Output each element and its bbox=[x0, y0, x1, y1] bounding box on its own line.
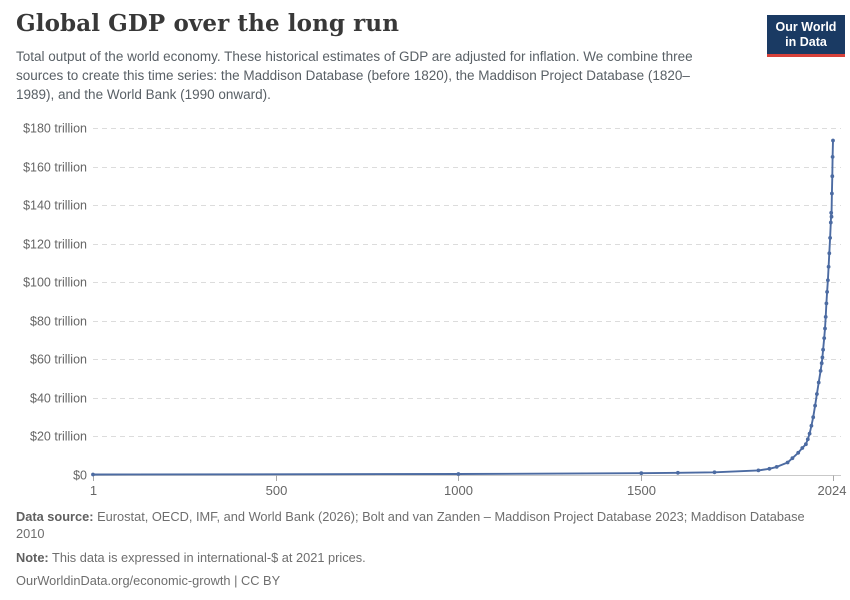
chart-footer: Data source: Eurostat, OECD, IMF, and Wo… bbox=[16, 508, 824, 590]
data-point bbox=[830, 155, 835, 159]
y-axis-label: $160 trillion bbox=[23, 161, 87, 175]
footer-source-text: Eurostat, OECD, IMF, and World Bank (202… bbox=[16, 509, 805, 542]
data-point bbox=[91, 472, 95, 477]
footer-source-label: Data source: bbox=[16, 509, 94, 524]
y-axis-label: $40 trillion bbox=[30, 392, 87, 406]
footer-note-label: Note: bbox=[16, 549, 49, 565]
data-point bbox=[829, 210, 834, 215]
data-point bbox=[676, 470, 680, 475]
data-point bbox=[816, 380, 821, 385]
data-point bbox=[830, 174, 835, 179]
data-point bbox=[824, 301, 829, 306]
data-point bbox=[790, 456, 795, 461]
data-point bbox=[804, 442, 808, 447]
data-point bbox=[818, 369, 823, 373]
footer-citation: OurWorldinData.org/economic-growth | CC … bbox=[16, 573, 281, 589]
data-point bbox=[826, 278, 830, 283]
y-axis-label: $80 trillion bbox=[30, 315, 87, 329]
owid-logo-line1: Our World bbox=[775, 20, 837, 34]
owid-logo-line2: in Data bbox=[785, 34, 827, 49]
data-point bbox=[774, 465, 779, 469]
data-point bbox=[767, 466, 772, 471]
x-axis-label: 1500 bbox=[627, 483, 656, 498]
data-point bbox=[826, 264, 831, 269]
x-axis-label: 1 bbox=[90, 483, 97, 498]
data-point bbox=[796, 450, 801, 455]
footer-note-text: This data is expressed in international-… bbox=[48, 549, 366, 565]
y-axis-label: $20 trillion bbox=[30, 430, 87, 444]
x-axis-label: 1000 bbox=[444, 483, 473, 498]
data-point bbox=[639, 471, 644, 476]
y-axis-label: $140 trillion bbox=[23, 199, 87, 213]
y-axis-label: $100 trillion bbox=[23, 276, 87, 290]
data-point bbox=[825, 290, 829, 294]
footer-source: Data source: Eurostat, OECD, IMF, and Wo… bbox=[16, 508, 824, 543]
data-point bbox=[823, 315, 828, 319]
data-point bbox=[820, 355, 825, 360]
data-line bbox=[92, 139, 834, 476]
data-point bbox=[823, 326, 827, 331]
chart-subtitle: Total output of the world economy. These… bbox=[16, 48, 693, 102]
data-point bbox=[830, 191, 834, 196]
page-title: Global GDP over the long run bbox=[16, 10, 400, 37]
y-axis-label: $0 bbox=[73, 469, 87, 483]
y-axis-label: $180 trillion bbox=[23, 122, 87, 136]
data-point bbox=[828, 220, 833, 225]
y-axis-label: $120 trillion bbox=[23, 238, 87, 252]
data-point bbox=[829, 214, 834, 219]
data-point bbox=[809, 423, 814, 428]
data-point bbox=[813, 403, 817, 408]
y-axis-label: $60 trillion bbox=[30, 353, 87, 367]
data-point bbox=[805, 437, 810, 442]
data-point bbox=[827, 251, 832, 256]
data-point bbox=[811, 415, 816, 420]
x-axis-label: 2024 bbox=[818, 483, 847, 498]
data-point bbox=[785, 460, 790, 465]
data-point bbox=[815, 392, 819, 396]
data-point bbox=[800, 446, 805, 450]
data-point bbox=[821, 347, 825, 352]
data-point bbox=[456, 472, 461, 476]
data-point bbox=[828, 236, 832, 240]
owid-logo[interactable]: Our World in Data bbox=[767, 15, 845, 57]
data-point bbox=[807, 431, 812, 436]
data-point bbox=[712, 470, 717, 475]
data-point bbox=[831, 138, 835, 143]
data-point bbox=[819, 361, 824, 366]
data-point bbox=[822, 336, 827, 340]
chart-header: Global GDP over the long run Total outpu… bbox=[16, 10, 756, 104]
data-point bbox=[756, 468, 761, 473]
x-axis-label: 500 bbox=[266, 483, 288, 498]
footer-note: Note: This data is expressed in internat… bbox=[16, 549, 824, 566]
